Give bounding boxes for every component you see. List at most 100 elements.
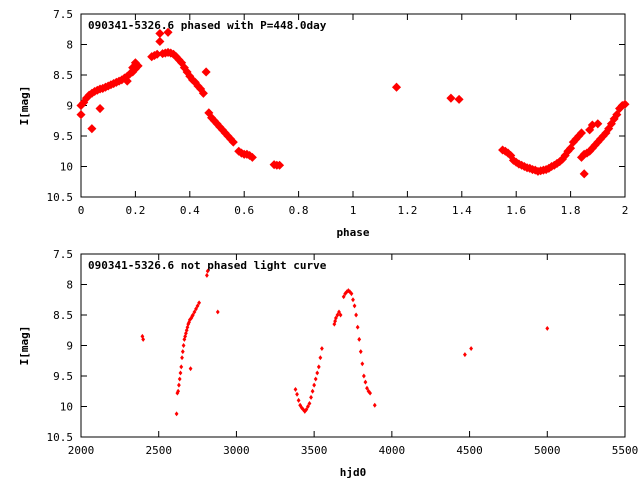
data-point — [76, 110, 86, 120]
data-point — [177, 382, 181, 388]
data-point — [192, 309, 197, 315]
data-point — [312, 382, 317, 388]
data-point — [95, 104, 105, 114]
data-point — [293, 386, 298, 392]
data-point — [180, 355, 184, 361]
x-tick-label: 2000 — [68, 444, 95, 457]
x-tick-label: 0.8 — [289, 204, 309, 217]
data-point — [228, 137, 238, 147]
data-point — [352, 303, 357, 309]
y-tick-label: 8 — [66, 39, 73, 52]
data-point — [198, 88, 208, 98]
data-point — [201, 67, 211, 77]
y-tick-label: 9.5 — [53, 130, 73, 143]
data-point — [545, 325, 550, 331]
x-axis-label: hjd0 — [340, 466, 367, 479]
data-point — [316, 364, 321, 370]
data-point — [182, 336, 187, 342]
data-point — [197, 300, 202, 306]
x-tick-label: 0.4 — [180, 204, 200, 217]
chart-title: 090341-5326.6 phased with P=448.0day — [88, 19, 327, 32]
y-tick-label: 7.5 — [53, 248, 73, 261]
x-tick-label: 1 — [350, 204, 357, 217]
y-axis-label: I[mag] — [18, 326, 31, 366]
data-point — [188, 366, 193, 372]
x-tick-label: 2500 — [145, 444, 172, 457]
data-point — [181, 343, 186, 348]
data-point — [247, 152, 257, 162]
data-point — [307, 400, 312, 406]
x-tick-label: 1.6 — [506, 204, 526, 217]
phased-light-curve-panel: 7.5 8 8.5 9 9.5 10 10.5 0 0.2 0.4 0.6 0.8 1 1.2 1.4 1.6… — [18, 8, 630, 239]
x-axis-label: phase — [336, 226, 369, 239]
x-tick-label: 4500 — [456, 444, 483, 457]
data-point — [454, 94, 464, 104]
data-point — [295, 391, 299, 397]
data-point — [349, 291, 354, 297]
data-point — [566, 143, 576, 153]
data-point — [361, 373, 366, 379]
data-point — [155, 28, 165, 39]
data-point — [358, 349, 363, 355]
x-tick-label: 1.4 — [452, 204, 472, 217]
y-tick-label: 9 — [66, 340, 73, 353]
data-point — [593, 119, 603, 129]
data-point — [155, 36, 165, 46]
data-point — [215, 309, 220, 315]
data-point — [372, 402, 377, 408]
data-point — [355, 324, 360, 330]
data-point — [332, 321, 337, 327]
data-point — [133, 61, 143, 71]
data-point — [354, 312, 359, 318]
data-point — [391, 82, 402, 92]
data-point — [176, 388, 181, 394]
x-tick-label: 0.2 — [125, 204, 145, 217]
data-point — [612, 110, 622, 120]
data-point — [357, 336, 362, 342]
data-point — [318, 355, 323, 361]
data-point — [579, 169, 589, 179]
data-series — [76, 27, 630, 179]
x-tick-label: 3000 — [223, 444, 250, 457]
chart-title: 090341-5326.6 not phased light curve — [88, 259, 327, 272]
data-point — [299, 405, 304, 411]
data-point — [335, 312, 340, 318]
data-point — [140, 333, 145, 339]
data-point — [310, 388, 315, 394]
data-point — [446, 93, 456, 103]
x-tick-label: 2 — [622, 204, 629, 217]
data-point — [620, 99, 630, 109]
y-tick-label: 10 — [60, 401, 73, 414]
data-point — [337, 309, 341, 315]
data-series — [140, 268, 550, 417]
data-point — [177, 376, 182, 382]
data-point — [346, 288, 351, 294]
y-tick-label: 9 — [66, 100, 73, 113]
data-point — [313, 376, 318, 382]
data-point — [368, 390, 372, 396]
data-point — [363, 379, 368, 385]
x-tick-label: 5000 — [534, 444, 561, 457]
y-axis-label: I[mag] — [18, 86, 31, 126]
y-tick-label: 10.5 — [47, 431, 74, 444]
data-point — [186, 321, 191, 327]
x-tick-label: 1.2 — [397, 204, 417, 217]
data-point — [351, 297, 355, 303]
data-point — [174, 411, 179, 417]
data-point — [178, 370, 183, 376]
data-point — [341, 294, 346, 300]
data-point — [204, 272, 209, 278]
x-tick-label: 0 — [78, 204, 85, 217]
plot-frame — [80, 253, 626, 438]
x-tick-label: 4000 — [379, 444, 406, 457]
data-point — [296, 397, 301, 403]
data-point — [338, 312, 343, 318]
y-tick-label: 8.5 — [53, 309, 73, 322]
data-point — [205, 268, 210, 274]
y-tick-label: 8 — [66, 279, 73, 292]
data-point — [163, 27, 173, 37]
data-point — [365, 385, 369, 391]
y-tick-label: 9.5 — [53, 370, 73, 383]
